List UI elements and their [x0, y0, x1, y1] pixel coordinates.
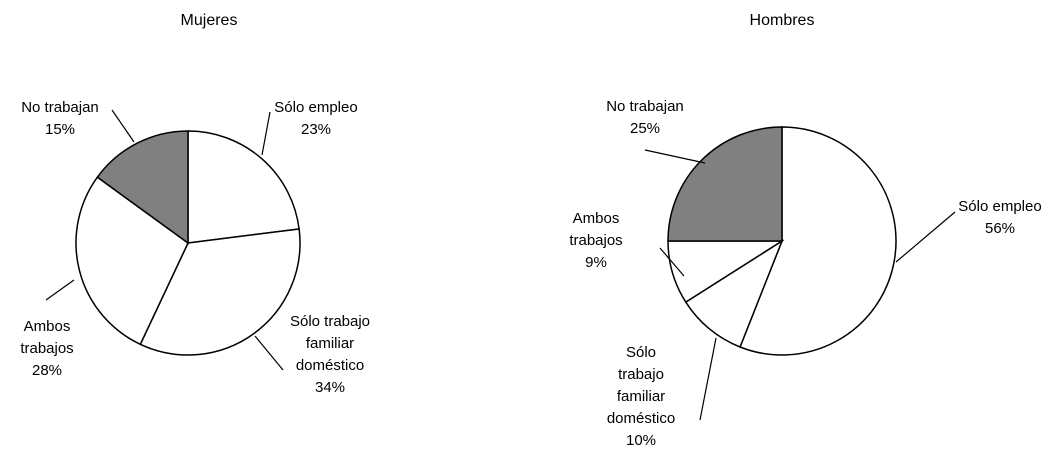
slice-value-label: 28%: [31, 362, 63, 379]
slice-label: No trabajan: [606, 98, 684, 115]
pie-slice: [96, 130, 189, 245]
leader-line: [111, 109, 135, 143]
slice-value-label: 10%: [625, 432, 657, 449]
leader-line: [45, 279, 75, 301]
leader-line: [644, 149, 706, 164]
pie-slice: [187, 130, 300, 244]
chart-title: Mujeres: [180, 12, 238, 29]
slice-value-label: 15%: [44, 121, 76, 138]
leader-line: [699, 337, 717, 421]
slice-label: Sólo empleo: [274, 99, 358, 116]
pie-slice: [684, 239, 784, 348]
leader-line: [261, 111, 271, 156]
pie-slice: [667, 126, 783, 242]
slice-value-label: 23%: [300, 121, 332, 138]
leader-line: [659, 247, 685, 277]
slice-label: Sólo trabajo familiar doméstico: [606, 344, 676, 427]
pie-slice: [75, 176, 189, 346]
leader-line: [254, 335, 284, 371]
pie-slice: [739, 126, 897, 356]
slice-label: No trabajan: [21, 99, 99, 116]
slice-value-label: 25%: [629, 120, 661, 137]
slice-label: Sólo empleo: [958, 198, 1042, 215]
slice-label: Ambos trabajos: [569, 210, 623, 249]
leader-line: [895, 211, 956, 263]
chart-title: Hombres: [749, 12, 815, 29]
slice-label: Ambos trabajos: [20, 318, 74, 357]
slice-value-label: 34%: [314, 379, 346, 396]
slice-value-label: 56%: [984, 220, 1016, 237]
slice-label: Sólo trabajo familiar doméstico: [289, 313, 371, 374]
slice-value-label: 9%: [585, 254, 607, 271]
